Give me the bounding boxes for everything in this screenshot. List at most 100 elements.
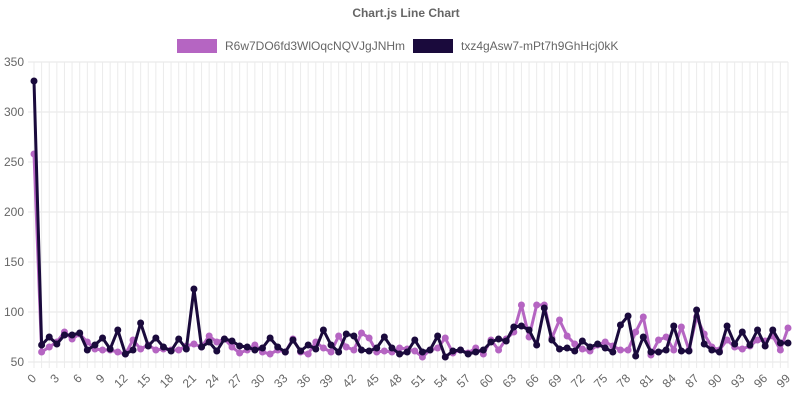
data-point xyxy=(365,347,373,355)
data-point xyxy=(609,348,617,356)
data-point xyxy=(479,346,487,354)
x-tick-label: 84 xyxy=(660,371,680,391)
data-point xyxy=(99,346,107,354)
data-point xyxy=(236,342,244,350)
data-point xyxy=(693,306,701,314)
data-point xyxy=(441,334,449,342)
data-point xyxy=(571,347,579,355)
data-point xyxy=(396,344,404,352)
data-point xyxy=(746,341,754,349)
data-point xyxy=(624,346,632,354)
data-point xyxy=(434,332,442,340)
data-point xyxy=(556,316,564,324)
x-tick-label: 48 xyxy=(385,371,405,391)
x-tick-label: 87 xyxy=(682,371,702,391)
data-point xyxy=(487,338,495,346)
data-point xyxy=(563,332,571,340)
data-point xyxy=(198,343,206,351)
data-point xyxy=(342,343,350,351)
x-tick-label: 75 xyxy=(591,371,611,391)
x-tick-label: 18 xyxy=(157,371,177,391)
data-point xyxy=(350,332,358,340)
data-point xyxy=(738,345,746,353)
data-point xyxy=(525,326,533,334)
data-point xyxy=(159,343,167,351)
data-point xyxy=(38,348,46,356)
data-point xyxy=(327,341,335,349)
grid-lines xyxy=(28,61,789,368)
data-point xyxy=(380,347,388,355)
data-point xyxy=(319,326,327,334)
data-point xyxy=(677,323,685,331)
data-point xyxy=(472,348,480,356)
data-point xyxy=(129,346,137,354)
x-tick-label: 60 xyxy=(477,371,497,391)
data-point xyxy=(380,333,388,341)
data-point xyxy=(266,334,274,342)
x-tick-label: 78 xyxy=(614,371,634,391)
x-tick-label: 42 xyxy=(340,371,360,391)
data-point xyxy=(715,348,723,356)
data-point xyxy=(182,345,190,353)
y-tick-label: 100 xyxy=(4,305,24,319)
data-point xyxy=(502,337,510,345)
data-point xyxy=(121,350,129,358)
data-point xyxy=(335,332,343,340)
x-tick-label: 54 xyxy=(431,371,451,391)
data-point xyxy=(464,350,472,358)
x-tick-label: 36 xyxy=(294,371,314,391)
data-point xyxy=(319,344,327,352)
x-tick-label: 51 xyxy=(408,371,428,391)
x-tick-label: 81 xyxy=(637,371,657,391)
data-point xyxy=(53,340,61,348)
data-point xyxy=(251,346,259,354)
data-point xyxy=(258,344,266,352)
data-point xyxy=(700,340,708,348)
data-point xyxy=(548,336,556,344)
data-point xyxy=(281,348,289,356)
legend-item-series-2[interactable]: txz4gAsw7-mPt7h9GhHcj0kK xyxy=(413,37,618,55)
data-point xyxy=(639,333,647,341)
x-tick-label: 45 xyxy=(363,371,383,391)
x-tick-label: 12 xyxy=(111,371,131,391)
data-point xyxy=(144,342,152,350)
data-point xyxy=(175,335,183,343)
data-point xyxy=(533,301,541,309)
x-tick-label: 30 xyxy=(248,371,268,391)
y-tick-label: 200 xyxy=(4,205,24,219)
y-tick-label: 350 xyxy=(4,55,24,69)
data-point xyxy=(137,319,145,327)
data-point xyxy=(586,343,594,351)
data-point xyxy=(38,341,46,349)
y-tick-label: 300 xyxy=(4,105,24,119)
data-point xyxy=(441,353,449,361)
x-tick-label: 33 xyxy=(271,371,291,391)
x-tick-label: 69 xyxy=(545,371,565,391)
data-point xyxy=(228,337,236,345)
data-point xyxy=(76,329,84,337)
data-point xyxy=(670,346,678,354)
x-tick-label: 57 xyxy=(454,371,474,391)
legend-item-series-1[interactable]: R6w7DO6fd3WlOqcNQVJgJNHm xyxy=(177,37,405,55)
data-point xyxy=(335,348,343,356)
x-tick-label: 6 xyxy=(70,371,85,386)
data-point xyxy=(236,349,244,357)
legend-label-series-2: txz4gAsw7-mPt7h9GhHcj0kK xyxy=(461,39,619,53)
data-point xyxy=(99,334,107,342)
data-point xyxy=(556,345,564,353)
data-point xyxy=(167,347,175,355)
data-point xyxy=(426,346,434,354)
data-point xyxy=(784,324,792,332)
data-point xyxy=(677,347,685,355)
data-point xyxy=(517,301,525,309)
x-tick-label: 21 xyxy=(180,371,200,391)
data-point xyxy=(137,345,145,353)
data-point xyxy=(563,344,571,352)
data-point xyxy=(114,326,122,334)
y-tick-label: 50 xyxy=(11,355,25,369)
data-point xyxy=(449,347,457,355)
data-point xyxy=(403,348,411,356)
data-point xyxy=(243,343,251,351)
data-point xyxy=(205,332,213,340)
